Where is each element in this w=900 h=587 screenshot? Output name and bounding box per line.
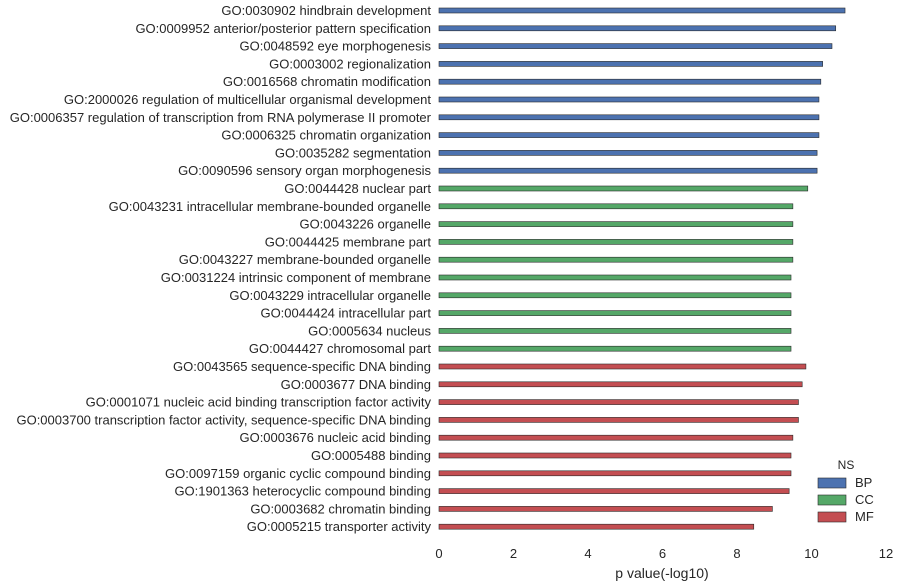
category-label: GO:0035282 segmentation — [275, 145, 431, 160]
bar-bp-4 — [438, 61, 823, 67]
bar-mf-8 — [438, 488, 790, 494]
bar-cc-8 — [438, 310, 792, 316]
bars-layer — [438, 7, 846, 530]
category-label: GO:0003700 transcription factor activity… — [16, 412, 431, 427]
bar-bp-8 — [438, 132, 820, 138]
category-label: GO:0090596 sensory organ morphogenesis — [178, 163, 431, 178]
category-label: GO:0044424 intracellular part — [260, 306, 431, 321]
x-tick-label: 12 — [879, 546, 893, 561]
x-tick-label: 2 — [510, 546, 517, 561]
bar-bp-6 — [438, 96, 820, 103]
legend-label-cc: CC — [855, 492, 874, 507]
x-tick-label: 8 — [733, 546, 740, 561]
bar-bp-1 — [438, 7, 846, 14]
category-label: GO:0009952 anterior/posterior pattern sp… — [135, 21, 431, 36]
category-label: GO:0043231 intracellular membrane-bounde… — [109, 199, 431, 214]
bar-cc-2 — [438, 203, 794, 210]
bar-mf-4 — [438, 417, 799, 423]
category-label: GO:0006325 chromatin organization — [221, 128, 431, 143]
bar-cc-9 — [438, 328, 792, 334]
bar-cc-3 — [438, 221, 794, 227]
category-label: GO:0097159 organic cyclic compound bindi… — [165, 466, 431, 481]
bar-mf-5 — [438, 434, 794, 441]
bar-mf-2 — [438, 381, 803, 388]
bar-cc-7 — [438, 292, 792, 299]
category-label: GO:0048592 eye morphogenesis — [239, 39, 431, 54]
category-label: GO:0006357 regulation of transcription f… — [10, 110, 432, 125]
bar-mf-1 — [438, 363, 807, 370]
category-label: GO:0003002 regionalization — [269, 56, 431, 71]
category-label: GO:2000026 regulation of multicellular o… — [64, 92, 431, 107]
category-label: GO:0001071 nucleic acid binding transcri… — [86, 395, 432, 410]
legend-swatch-bp — [817, 477, 847, 489]
bar-cc-5 — [438, 256, 794, 263]
bar-mf-10 — [438, 523, 755, 530]
bar-bp-7 — [438, 114, 820, 121]
category-label: GO:0003676 nucleic acid binding — [239, 430, 431, 445]
bar-bp-10 — [438, 167, 818, 174]
x-tick-label: 10 — [804, 546, 818, 561]
bar-bp-2 — [438, 25, 837, 32]
category-label: GO:0030902 hindbrain development — [221, 3, 431, 18]
x-tick-label: 4 — [584, 546, 591, 561]
category-label: GO:0044425 membrane part — [265, 234, 432, 249]
x-axis-title: p value(-log10) — [615, 565, 708, 581]
bar-cc-10 — [438, 345, 792, 352]
category-label: GO:0005215 transporter activity — [247, 519, 432, 534]
category-label: GO:1901363 heterocyclic compound binding — [174, 484, 431, 499]
bar-mf-9 — [438, 506, 773, 512]
category-label: GO:0003682 chromatin binding — [250, 501, 431, 516]
legend-title: NS — [838, 458, 855, 472]
category-label: GO:0044427 chromosomal part — [249, 341, 431, 356]
legend-swatch-cc — [817, 494, 847, 506]
category-label: GO:0043226 organelle — [299, 217, 431, 232]
bar-bp-3 — [438, 43, 833, 49]
legend-label-mf: MF — [855, 509, 874, 524]
legend-swatch-mf — [817, 511, 847, 523]
category-label: GO:0016568 chromatin modification — [223, 74, 431, 89]
bar-cc-1 — [438, 185, 809, 192]
category-label: GO:0005488 binding — [311, 448, 431, 463]
category-label: GO:0005634 nucleus — [308, 323, 431, 338]
bar-mf-3 — [438, 399, 799, 405]
category-label: GO:0003677 DNA binding — [281, 377, 431, 392]
x-axis: p value(-log10) 0 2 4 6 8 10 12 — [435, 546, 893, 581]
category-labels: GO:0030902 hindbrain development GO:00099… — [10, 3, 432, 534]
bar-cc-4 — [438, 239, 794, 245]
category-label: GO:0044428 nuclear part — [284, 181, 431, 196]
bar-mf-7 — [438, 470, 792, 477]
category-label: GO:0043229 intracellular organelle — [229, 288, 431, 303]
category-label: GO:0043565 sequence-specific DNA binding — [173, 359, 431, 374]
category-label: GO:0043227 membrane-bounded organelle — [179, 252, 431, 267]
legend: NS BP CC MF — [817, 458, 874, 524]
bar-bp-9 — [438, 150, 818, 156]
bar-cc-6 — [438, 274, 792, 281]
x-tick-label: 6 — [659, 546, 666, 561]
bar-mf-6 — [438, 452, 792, 459]
legend-label-bp: BP — [855, 475, 872, 490]
category-label: GO:0031224 intrinsic component of membra… — [161, 270, 431, 285]
x-tick-label: 0 — [435, 546, 442, 561]
bar-bp-5 — [438, 78, 822, 85]
